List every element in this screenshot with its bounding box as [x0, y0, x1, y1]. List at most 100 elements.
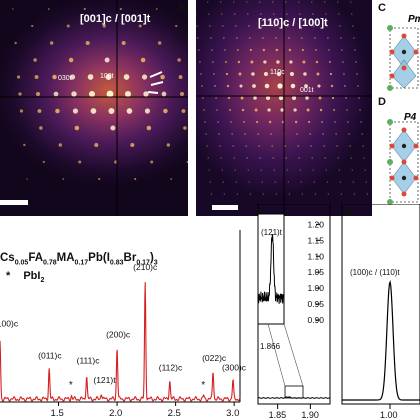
diffraction-spot — [300, 25, 302, 27]
diffraction-spot — [288, 193, 291, 195]
diffraction-spot — [219, 145, 221, 147]
diffraction-spot — [299, 169, 302, 171]
diffraction-spot — [261, 181, 264, 183]
diffraction-spot — [262, 193, 265, 195]
diffraction-spot — [364, 169, 367, 171]
diffraction-spot — [163, 108, 168, 114]
diffraction-spot — [298, 13, 301, 15]
diffraction-spot — [58, 143, 63, 147]
diffraction-spot — [327, 37, 329, 39]
diffraction-spot — [329, 72, 333, 76]
diffraction-spot — [280, 108, 284, 112]
diffraction-spot — [258, 1, 261, 3]
diffraction-spot — [323, 145, 325, 147]
diffraction-spot — [324, 13, 327, 15]
diffraction-spot — [233, 157, 236, 159]
diffraction-spot — [268, 120, 272, 124]
diffraction-spot — [119, 7, 122, 11]
atom — [387, 85, 393, 91]
diffraction-spot — [90, 108, 97, 114]
atom — [387, 159, 393, 165]
diffraction-spot — [326, 181, 329, 183]
diffraction-spot — [365, 181, 368, 183]
diffraction-spot — [324, 157, 327, 159]
atom — [401, 33, 407, 39]
atom — [401, 49, 407, 55]
atom — [389, 175, 395, 181]
atom — [389, 49, 395, 55]
space-group-c: Pm — [408, 14, 420, 25]
inset-plot: (121)t — [257, 213, 285, 325]
diffraction-spot — [247, 169, 250, 171]
diffraction-spot — [286, 169, 289, 171]
peak-label-g: (100)c / (110)t — [350, 268, 400, 277]
diffraction-spot — [341, 49, 343, 51]
arrow-marker — [147, 91, 159, 94]
diffraction-spot — [293, 108, 297, 112]
diffraction-spot — [301, 193, 304, 195]
diffraction-spot — [339, 25, 341, 27]
diffraction-pattern-a: [001]c / [001]t 030t 100t — [0, 0, 188, 216]
diffraction-spot — [220, 13, 223, 15]
panel-letter-c: C — [378, 2, 386, 14]
diffraction-spot — [346, 109, 348, 111]
diffraction-spot — [316, 72, 320, 76]
diffraction-spot — [244, 133, 246, 135]
diffraction-spot — [323, 1, 326, 3]
diffraction-spot — [175, 24, 178, 28]
diffraction-spot — [337, 13, 340, 15]
diffraction-spot — [278, 95, 284, 101]
diffraction-spot — [241, 108, 245, 112]
diffraction-pattern-b: [110]c / [100]t 110c 001t — [196, 0, 372, 216]
diffraction-spot — [340, 193, 343, 195]
y-tick-label: 1.00 — [307, 283, 324, 293]
diffraction-spot — [302, 60, 306, 64]
diffraction-spot — [326, 25, 328, 27]
diffraction-spot — [353, 193, 356, 195]
diffraction-spot — [234, 169, 237, 171]
x-tick-label: 1.00 — [380, 410, 398, 420]
diffraction-spot — [12, 8, 14, 10]
diffraction-spot — [251, 72, 255, 76]
atom — [387, 119, 393, 125]
pbi2-marker: * — [69, 380, 73, 391]
diffraction-spot — [349, 1, 352, 3]
diffraction-spot — [237, 60, 241, 64]
diffraction-spot — [239, 84, 243, 88]
diffraction-spot — [301, 48, 304, 52]
diffraction-spot — [254, 108, 258, 112]
diffraction-spot — [297, 1, 300, 3]
diffraction-spot — [74, 125, 80, 131]
diffraction-spot — [209, 181, 212, 183]
diffraction-spot — [357, 85, 359, 87]
diffraction-spot — [334, 121, 336, 123]
diffraction-spot — [235, 25, 237, 27]
diffraction-spot — [202, 97, 204, 99]
diffraction-spot — [259, 157, 262, 159]
diffraction-spot — [209, 25, 211, 27]
diffraction-spot — [198, 49, 200, 51]
diffraction-spot — [275, 193, 278, 195]
diffraction-spot — [222, 181, 225, 183]
diffraction-spot — [328, 61, 331, 63]
diffraction-spot — [270, 133, 272, 135]
legend-pbi2: * PbI2 — [6, 270, 45, 285]
diffraction-spot — [250, 60, 254, 64]
diffraction-spot — [150, 160, 154, 164]
spot-label-100t: 100t — [100, 73, 114, 80]
panel-letter-d: D — [378, 96, 386, 108]
x-tick-label: 1.85 — [269, 410, 287, 420]
diffraction-spot — [83, 7, 86, 11]
diffraction-spot — [71, 91, 77, 97]
diffraction-spot — [287, 25, 289, 27]
space-group-d: P4 — [404, 112, 417, 123]
diffraction-spot — [39, 126, 43, 130]
diffraction-spot — [260, 169, 263, 171]
diffraction-spot — [72, 108, 79, 114]
diffraction-spot — [69, 74, 76, 80]
diffraction-spot — [264, 83, 270, 89]
diffraction-spot — [155, 8, 158, 10]
diffraction-spot — [203, 109, 205, 111]
diffraction-spot — [206, 1, 209, 3]
diffraction-spot — [318, 96, 322, 100]
